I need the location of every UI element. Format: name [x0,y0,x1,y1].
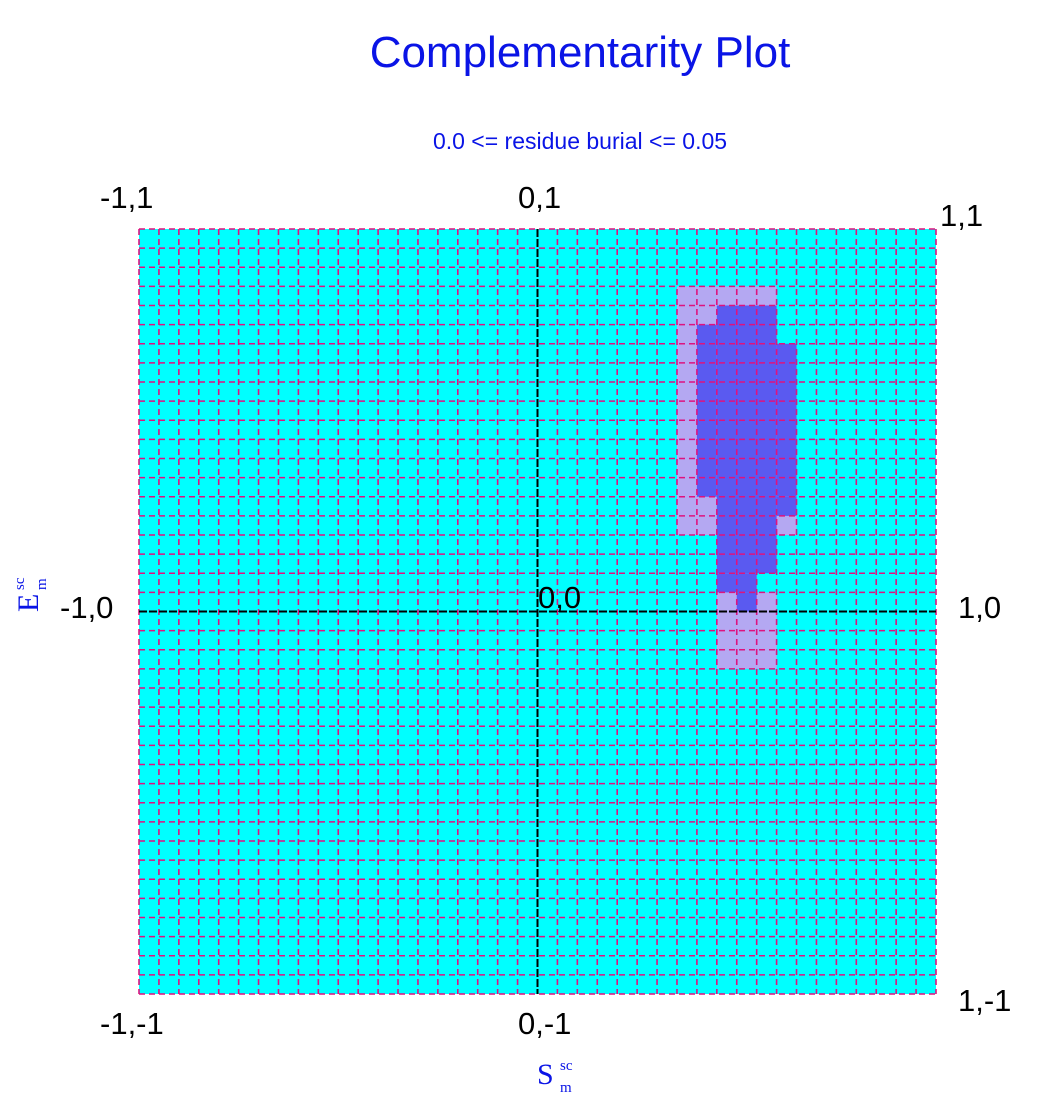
x-axis-label-sup: sc [560,1058,573,1074]
corner-label-mid-right: 1,0 [958,590,1002,625]
corner-label-center: 0,0 [538,580,582,615]
heatmap-cell-level2 [736,592,757,612]
x-axis-label-sub: m [560,1080,572,1096]
y-axis-label-main: E [12,593,45,612]
chart-subtitle: 0.0 <= residue burial <= 0.05 [432,128,728,154]
y-axis-label: E sc m [12,552,52,613]
heatmap-cell-level2 [716,305,777,535]
heatmap-cell-level2 [696,324,717,497]
heatmap-cell-level2 [716,535,777,574]
corner-label-bottom-right: 1,-1 [958,983,1012,1018]
corner-label-top-left: -1,1 [100,180,154,215]
x-axis-label: S sc m [537,1058,597,1098]
x-axis-label-main: S [537,1058,554,1091]
y-axis-label-sub: m [34,578,50,590]
y-axis-label-sup: sc [12,577,28,591]
chart-title: Complementarity Plot [369,28,791,77]
heatmap-cell-level2 [776,496,797,516]
corner-label-bottom-left: -1,-1 [100,1006,164,1041]
corner-label-mid-left: -1,0 [60,590,114,625]
corner-label-bottom-center: 0,-1 [518,1006,572,1041]
corner-label-top-right: 1,1 [940,198,984,233]
corner-label-top-center: 0,1 [518,180,562,215]
